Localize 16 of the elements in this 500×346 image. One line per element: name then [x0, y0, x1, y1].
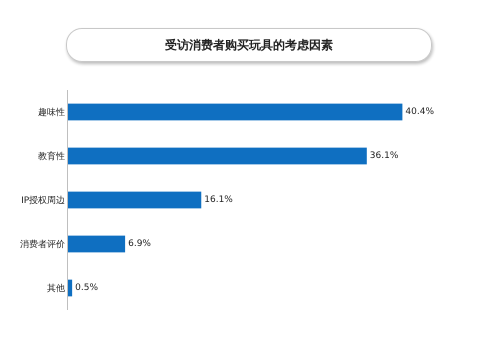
- bar: [68, 280, 72, 296]
- bar: [68, 148, 367, 164]
- bar: [68, 236, 126, 252]
- chart-title: 受访消费者购买玩具的考虑因素: [66, 28, 432, 62]
- data-label: 0.5%: [75, 283, 98, 293]
- bar: [68, 104, 402, 120]
- y-tick-label: 消费者评价: [20, 239, 66, 250]
- y-tick-label: 其他: [47, 283, 66, 294]
- data-label: 16.1%: [204, 195, 234, 205]
- y-tick-label: 教育性: [38, 151, 66, 162]
- y-tick-label: IP授权周边: [21, 195, 66, 206]
- data-label: 40.4%: [405, 107, 434, 117]
- data-label: 36.1%: [370, 151, 399, 161]
- y-tick-label: 趣味性: [38, 107, 66, 118]
- bar: [68, 192, 202, 208]
- data-label: 6.9%: [128, 239, 152, 249]
